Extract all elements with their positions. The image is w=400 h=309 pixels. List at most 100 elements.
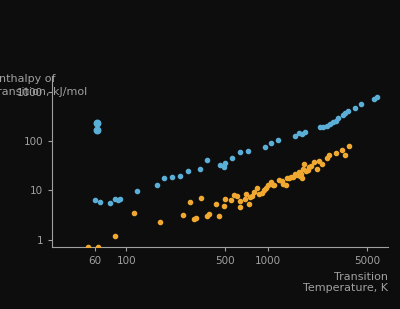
Point	[262, 145, 269, 150]
Point	[299, 176, 305, 180]
Point	[316, 158, 323, 163]
Point	[260, 188, 267, 193]
Point	[342, 111, 348, 116]
Point	[303, 168, 309, 173]
Point	[292, 133, 299, 138]
Point	[193, 215, 200, 220]
Point	[112, 196, 118, 201]
Point	[177, 173, 183, 178]
Point	[327, 121, 334, 126]
Point	[213, 202, 219, 207]
Point	[228, 197, 234, 202]
Point	[262, 185, 269, 190]
Point	[304, 168, 311, 173]
Point	[268, 180, 274, 185]
Point	[342, 153, 348, 158]
Point	[246, 202, 252, 207]
Point	[185, 169, 191, 174]
Point	[296, 174, 303, 179]
Point	[94, 244, 101, 249]
Point	[283, 183, 289, 188]
Point	[371, 96, 378, 101]
Point	[299, 132, 306, 137]
Point	[154, 183, 160, 188]
Point	[24, 239, 30, 244]
Point	[296, 169, 302, 174]
Point	[156, 219, 163, 224]
Point	[330, 119, 336, 124]
Point	[326, 153, 332, 158]
Point	[324, 155, 330, 160]
Point	[338, 147, 345, 152]
Point	[301, 161, 308, 166]
Point	[236, 198, 243, 203]
Point	[186, 200, 193, 205]
Point	[94, 120, 100, 125]
Point	[270, 182, 276, 187]
Point	[258, 190, 265, 195]
Point	[374, 94, 380, 99]
Point	[222, 161, 228, 166]
Point	[358, 102, 364, 107]
Point	[216, 214, 222, 218]
Point	[114, 197, 121, 202]
Point	[243, 191, 249, 196]
Point	[320, 125, 326, 129]
Point	[228, 156, 235, 161]
Point	[130, 211, 137, 216]
Point	[96, 200, 103, 205]
Point	[335, 116, 341, 121]
Point	[314, 167, 320, 172]
Point	[221, 204, 227, 209]
Point	[296, 130, 302, 135]
Point	[169, 175, 176, 180]
Point	[288, 175, 294, 180]
Point	[298, 171, 304, 176]
Point	[231, 193, 237, 198]
Point	[317, 125, 324, 130]
Point	[244, 149, 251, 154]
Point	[254, 185, 260, 190]
Point	[311, 160, 317, 165]
Point	[352, 106, 358, 111]
Point	[242, 196, 248, 201]
Point	[160, 175, 167, 180]
Point	[276, 178, 282, 183]
Point	[216, 163, 223, 168]
Point	[206, 212, 213, 217]
Point	[116, 196, 123, 201]
Point	[256, 191, 262, 196]
Point	[346, 143, 352, 148]
Point	[204, 158, 210, 163]
X-axis label: Transition
Temperature, K: Transition Temperature, K	[303, 272, 388, 293]
Point	[236, 205, 243, 210]
Point	[279, 179, 285, 184]
Point	[332, 150, 339, 155]
Point	[271, 182, 277, 187]
Point	[267, 141, 274, 146]
Point	[292, 171, 298, 176]
Point	[234, 194, 240, 199]
Point	[302, 129, 308, 134]
Point	[275, 138, 282, 143]
Point	[198, 196, 204, 201]
Point	[236, 150, 243, 155]
Point	[112, 233, 119, 238]
Point	[340, 112, 346, 117]
Point	[306, 164, 312, 169]
Point	[290, 175, 296, 180]
Point	[265, 183, 271, 188]
Point	[92, 197, 98, 202]
Point	[247, 195, 254, 200]
Point	[204, 214, 210, 218]
Point	[249, 194, 255, 199]
Point	[332, 118, 339, 123]
Point	[286, 176, 292, 180]
Point	[280, 181, 286, 186]
Point	[180, 212, 186, 217]
Point	[134, 189, 140, 194]
Point	[197, 166, 203, 171]
Point	[299, 166, 306, 171]
Point	[324, 123, 330, 128]
Point	[191, 217, 197, 222]
